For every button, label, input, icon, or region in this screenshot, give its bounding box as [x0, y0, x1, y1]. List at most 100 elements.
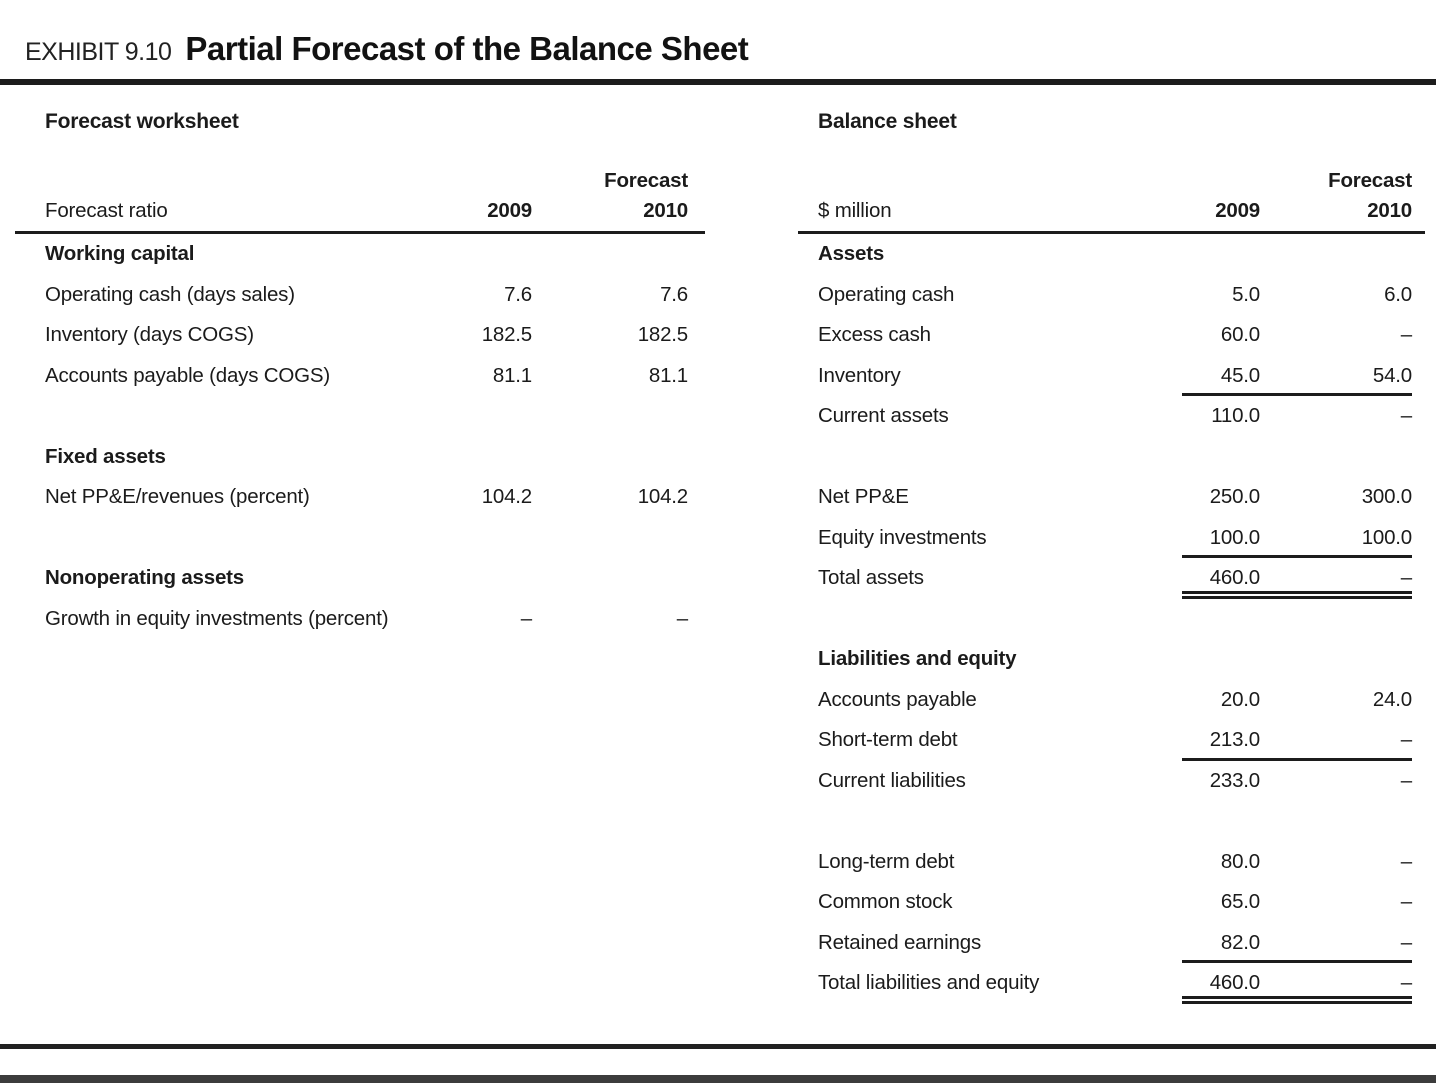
- table-row: Accounts payable (days COGS) 81.1 81.1: [15, 356, 705, 397]
- value-2009: 20.0: [1220, 687, 1260, 711]
- table-row: Accounts payable 20.0 24.0: [798, 680, 1425, 721]
- row-label: Retained earnings: [818, 930, 981, 954]
- value-2010: 300.0: [1361, 485, 1413, 508]
- column-header-2010: 2010: [1367, 199, 1412, 222]
- table-row: Total liabilities and equity 460.0 –: [798, 963, 1425, 1004]
- table-row: Net PP&E/revenues (percent) 104.2 104.2: [15, 477, 705, 518]
- table-row: Current liabilities 233.0 –: [798, 761, 1425, 802]
- balance-sheet-column-header: $ million 2009 Forecast 2010: [798, 166, 1425, 234]
- table-row: Common stock 65.0 –: [798, 882, 1425, 923]
- row-label: Accounts payable (days COGS): [45, 363, 330, 387]
- table-row: Retained earnings 82.0 –: [798, 923, 1425, 963]
- row-label: Inventory (days COGS): [45, 323, 254, 346]
- row-label: Common stock: [818, 890, 953, 913]
- value-2010: –: [1400, 890, 1412, 913]
- value-2010: –: [1400, 849, 1412, 873]
- value-2009: 104.2: [481, 485, 533, 508]
- spacer-row: [15, 518, 705, 559]
- table-row: Current assets 110.0 –: [798, 396, 1425, 437]
- row-values: – –: [412, 599, 688, 640]
- value-2009: 5.0: [1232, 282, 1260, 306]
- spacer-row: [798, 599, 1425, 640]
- value-2009: 182.5: [481, 323, 533, 346]
- row-label: Growth in equity investments (percent): [45, 606, 389, 630]
- forecast-worksheet-body: Working capital Operating cash (days sale…: [15, 234, 705, 639]
- row-label: Excess cash: [818, 323, 931, 346]
- value-2010: –: [676, 606, 688, 630]
- column-header-2009: 2009: [1215, 199, 1260, 222]
- row-values: 213.0 –: [1182, 720, 1412, 761]
- section-header-row: Working capital: [15, 234, 705, 275]
- forecast-worksheet-title: Forecast worksheet: [45, 110, 239, 133]
- row-values: 460.0 –: [1182, 963, 1412, 1004]
- table-row: Inventory (days COGS) 182.5 182.5: [15, 315, 705, 356]
- row-values: 82.0 –: [1182, 923, 1412, 963]
- value-2010: –: [1400, 930, 1412, 954]
- row-values: 100.0 100.0: [1182, 518, 1413, 558]
- value-2009: 110.0: [1211, 404, 1260, 427]
- value-2010: –: [1400, 566, 1412, 589]
- row-label: Net PP&E/revenues (percent): [45, 485, 310, 508]
- column-header-forecast-2010: Forecast 2010: [532, 166, 688, 226]
- value-2009: 7.6: [504, 282, 532, 306]
- row-label: Current assets: [818, 404, 949, 427]
- value-2010: –: [1400, 971, 1412, 994]
- row-label: Assets: [818, 242, 885, 265]
- row-label: Total assets: [818, 566, 924, 589]
- value-2009: 250.0: [1209, 485, 1261, 508]
- row-label: Operating cash: [818, 282, 955, 306]
- value-2010: –: [1400, 404, 1412, 427]
- value-2010: –: [1400, 323, 1412, 346]
- row-label: Total liabilities and equity: [818, 971, 1040, 994]
- value-2010: 7.6: [660, 282, 688, 306]
- balance-sheet-title: Balance sheet: [818, 110, 957, 133]
- balance-sheet-body: Assets Operating cash 5.0 6.0 Excess cash 60.…: [798, 234, 1425, 1004]
- row-values: 233.0 –: [1182, 761, 1413, 802]
- table-row: Short-term debt 213.0 –: [798, 720, 1425, 761]
- table-row: Operating cash 5.0 6.0: [798, 275, 1425, 316]
- column-header-label: $ million: [818, 199, 892, 222]
- forecast-worksheet-table: Forecast worksheet Forecast ratio 2009 F…: [15, 110, 705, 1004]
- row-label: Long-term debt: [818, 849, 955, 873]
- row-values: 110.0 –: [1182, 396, 1412, 437]
- column-header-2010: 2010: [643, 199, 688, 222]
- exhibit-title: Partial Forecast of the Balance Sheet: [185, 30, 749, 67]
- value-2009: 233.0: [1209, 768, 1261, 792]
- table-row: Net PP&E 250.0 300.0: [798, 477, 1425, 518]
- row-label: Accounts payable: [818, 687, 977, 711]
- table-row: Inventory 45.0 54.0: [798, 356, 1425, 396]
- page-bottom-bar: [0, 1075, 1436, 1083]
- row-values: 182.5 182.5: [412, 315, 689, 356]
- row-label: Operating cash (days sales): [45, 282, 295, 306]
- section-header-row: Nonoperating assets: [15, 558, 705, 599]
- spacer-row: [15, 396, 705, 437]
- row-values: 5.0 6.0: [1182, 275, 1412, 316]
- column-header-forecast-2010: Forecast 2010: [1260, 166, 1412, 226]
- value-2010: 24.0: [1372, 687, 1412, 711]
- table-row: Equity investments 100.0 100.0: [798, 518, 1425, 558]
- tables-container: Forecast worksheet Forecast ratio 2009 F…: [15, 110, 1436, 1004]
- row-values: 104.2 104.2: [412, 477, 689, 518]
- value-2009: 82.0: [1220, 930, 1260, 954]
- value-2009: 45.0: [1220, 363, 1260, 387]
- value-2009: 81.1: [492, 363, 532, 387]
- row-values: 60.0 –: [1182, 315, 1412, 356]
- value-2010: 104.2: [637, 485, 689, 508]
- value-2010: –: [1400, 728, 1412, 751]
- value-2010: 100.0: [1361, 525, 1413, 549]
- spacer-row: [798, 801, 1425, 842]
- table-row: Long-term debt 80.0 –: [798, 842, 1425, 883]
- value-2009: 80.0: [1220, 849, 1260, 873]
- value-2010: 81.1: [648, 363, 688, 387]
- table-row: Growth in equity investments (percent) – –: [15, 599, 705, 640]
- row-label: Working capital: [45, 242, 195, 265]
- column-header-label: Forecast ratio: [45, 199, 168, 222]
- value-2009: 100.0: [1209, 525, 1261, 549]
- value-2009: 65.0: [1220, 890, 1260, 913]
- section-header-row: Fixed assets: [15, 437, 705, 478]
- row-values: 45.0 54.0: [1182, 356, 1412, 396]
- value-2009: 460.0: [1209, 566, 1261, 589]
- row-label: Current liabilities: [818, 768, 966, 792]
- table-row: Operating cash (days sales) 7.6 7.6: [15, 275, 705, 316]
